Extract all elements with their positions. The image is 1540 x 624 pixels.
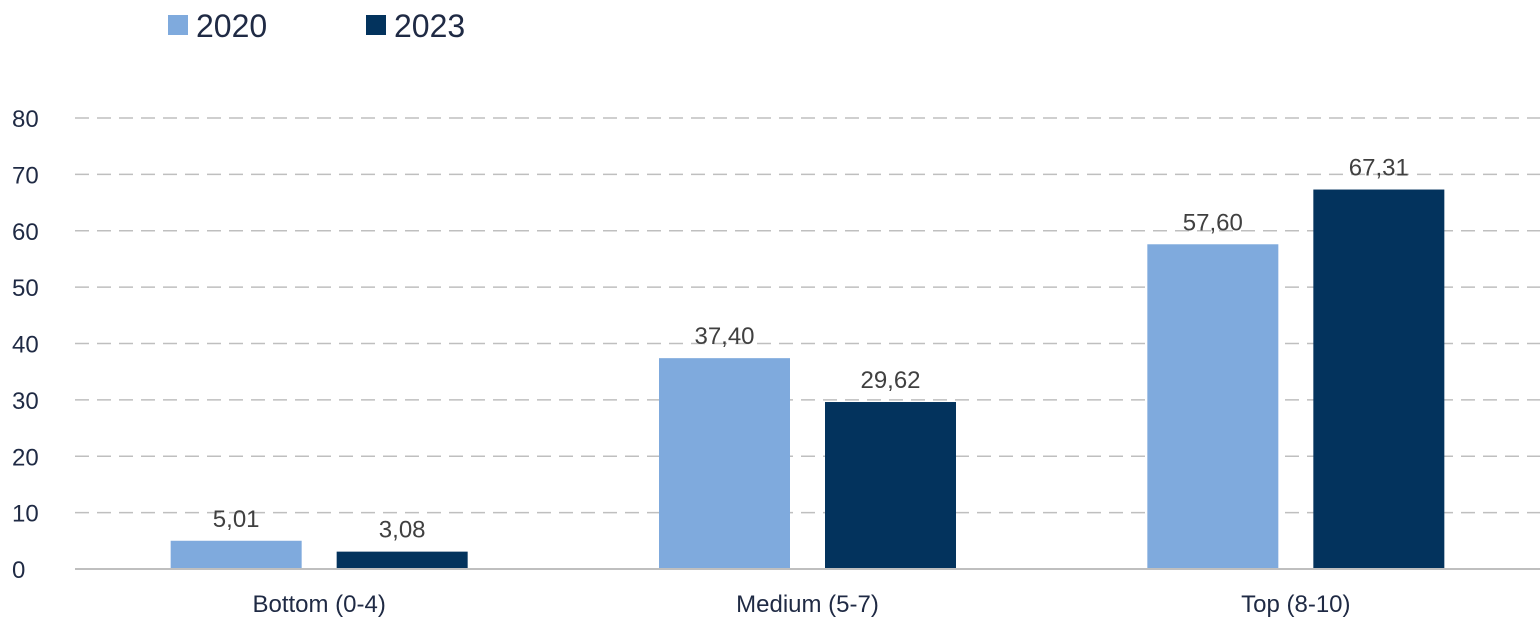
y-tick-label: 40 bbox=[12, 332, 39, 359]
data-label: 3,08 bbox=[379, 517, 426, 544]
legend: 2020 2023 bbox=[168, 8, 465, 44]
bar-2020-0 bbox=[170, 540, 302, 569]
x-category-label: Bottom (0-4) bbox=[252, 591, 385, 618]
data-label: 67,31 bbox=[1349, 155, 1409, 182]
legend-label-2020: 2020 bbox=[196, 8, 267, 44]
data-labels: 5,01 3,08 37,40 29,62 57,60 67,31 bbox=[213, 155, 1409, 544]
data-label: 37,40 bbox=[694, 323, 754, 350]
y-tick-label: 30 bbox=[12, 388, 39, 415]
x-axis-category-labels: Bottom (0-4) Medium (5-7) Top (8-10) bbox=[252, 591, 1350, 618]
legend-swatch-2023 bbox=[366, 15, 386, 35]
y-tick-label: 70 bbox=[12, 162, 39, 189]
bar-2023-2 bbox=[1313, 189, 1445, 570]
bar-2023-1 bbox=[825, 402, 956, 569]
y-tick-label: 60 bbox=[12, 219, 39, 246]
data-label: 57,60 bbox=[1183, 209, 1243, 236]
bar-2020-2 bbox=[1147, 244, 1279, 569]
bar-2020-1 bbox=[659, 358, 790, 569]
y-tick-label: 0 bbox=[12, 557, 25, 584]
y-tick-label: 80 bbox=[12, 106, 39, 133]
data-label: 29,62 bbox=[860, 367, 920, 394]
legend-swatch-2020 bbox=[168, 15, 188, 35]
y-tick-label: 10 bbox=[12, 501, 39, 528]
x-category-label: Medium (5-7) bbox=[736, 591, 879, 618]
bars bbox=[170, 189, 1445, 570]
gridlines bbox=[75, 117, 1540, 514]
legend-label-2023: 2023 bbox=[394, 8, 465, 44]
bar-2023-0 bbox=[336, 551, 468, 569]
y-tick-label: 50 bbox=[12, 275, 39, 302]
data-label: 5,01 bbox=[213, 506, 260, 533]
y-axis-tick-labels: 0 10 20 30 40 50 60 70 80 bbox=[12, 106, 39, 584]
x-category-label: Top (8-10) bbox=[1241, 591, 1350, 618]
y-tick-label: 20 bbox=[12, 444, 39, 471]
